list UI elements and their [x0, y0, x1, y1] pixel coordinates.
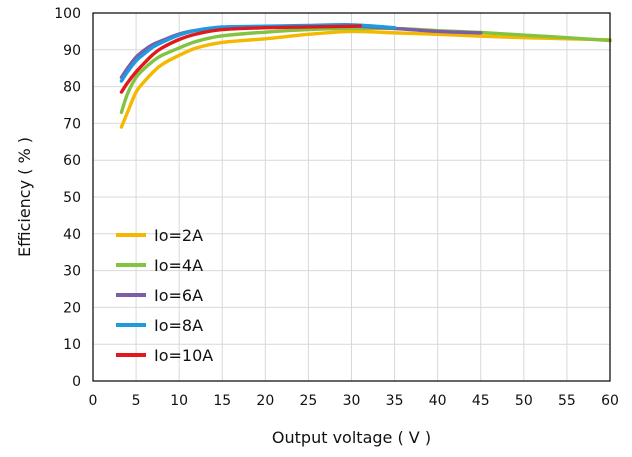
x-tick-label: 50: [515, 393, 533, 409]
series-line-io-10a: [119, 24, 362, 94]
x-tick-label: 40: [429, 393, 447, 409]
y-tick-label: 100: [54, 6, 81, 22]
legend-label: Io=10A: [154, 346, 213, 365]
series-line-io-2a: [119, 29, 612, 129]
x-tick-label: 30: [343, 393, 361, 409]
legend: Io=2A Io=4A Io=6A Io=8A Io=10A: [116, 226, 213, 365]
x-tick-label: 45: [472, 393, 490, 409]
tick-labels: 0 5 10 15 20 25 30 35 40 45 50 55 60 0 10 20 30 40 50 60 70 8…: [54, 6, 619, 409]
y-axis-title: Efficiency ( % ): [15, 137, 34, 257]
legend-label: Io=6A: [154, 286, 203, 305]
x-axis-title: Output voltage ( V ): [272, 428, 431, 447]
y-tick-label: 60: [63, 153, 81, 169]
series-line-io-4a: [119, 26, 612, 115]
y-tick-label: 40: [63, 227, 81, 243]
x-tick-label: 10: [170, 393, 188, 409]
x-tick-label: 25: [300, 393, 318, 409]
x-tick-label: 0: [89, 393, 98, 409]
x-tick-label: 55: [558, 393, 576, 409]
x-tick-label: 35: [386, 393, 404, 409]
grid: [93, 13, 610, 381]
y-tick-label: 70: [63, 116, 81, 132]
legend-label: Io=4A: [154, 256, 203, 275]
plot-frame: [92, 12, 611, 382]
x-tick-label: 15: [213, 393, 231, 409]
legend-item: Io=10A: [116, 346, 213, 365]
x-tick-label: 60: [601, 393, 619, 409]
y-tick-label: 30: [63, 264, 81, 280]
x-tick-label: 20: [256, 393, 274, 409]
legend-item: Io=4A: [116, 256, 203, 275]
y-tick-label: 50: [63, 190, 81, 206]
series-lines: [119, 22, 612, 129]
legend-label: Io=2A: [154, 226, 203, 245]
legend-item: Io=8A: [116, 316, 203, 335]
legend-label: Io=8A: [154, 316, 203, 335]
y-tick-label: 10: [63, 337, 81, 353]
legend-item: Io=6A: [116, 286, 203, 305]
y-tick-label: 90: [63, 43, 81, 59]
y-tick-label: 80: [63, 80, 81, 96]
legend-item: Io=2A: [116, 226, 203, 245]
x-tick-label: 5: [132, 393, 141, 409]
y-tick-label: 20: [63, 300, 81, 316]
y-tick-label: 0: [72, 374, 81, 390]
